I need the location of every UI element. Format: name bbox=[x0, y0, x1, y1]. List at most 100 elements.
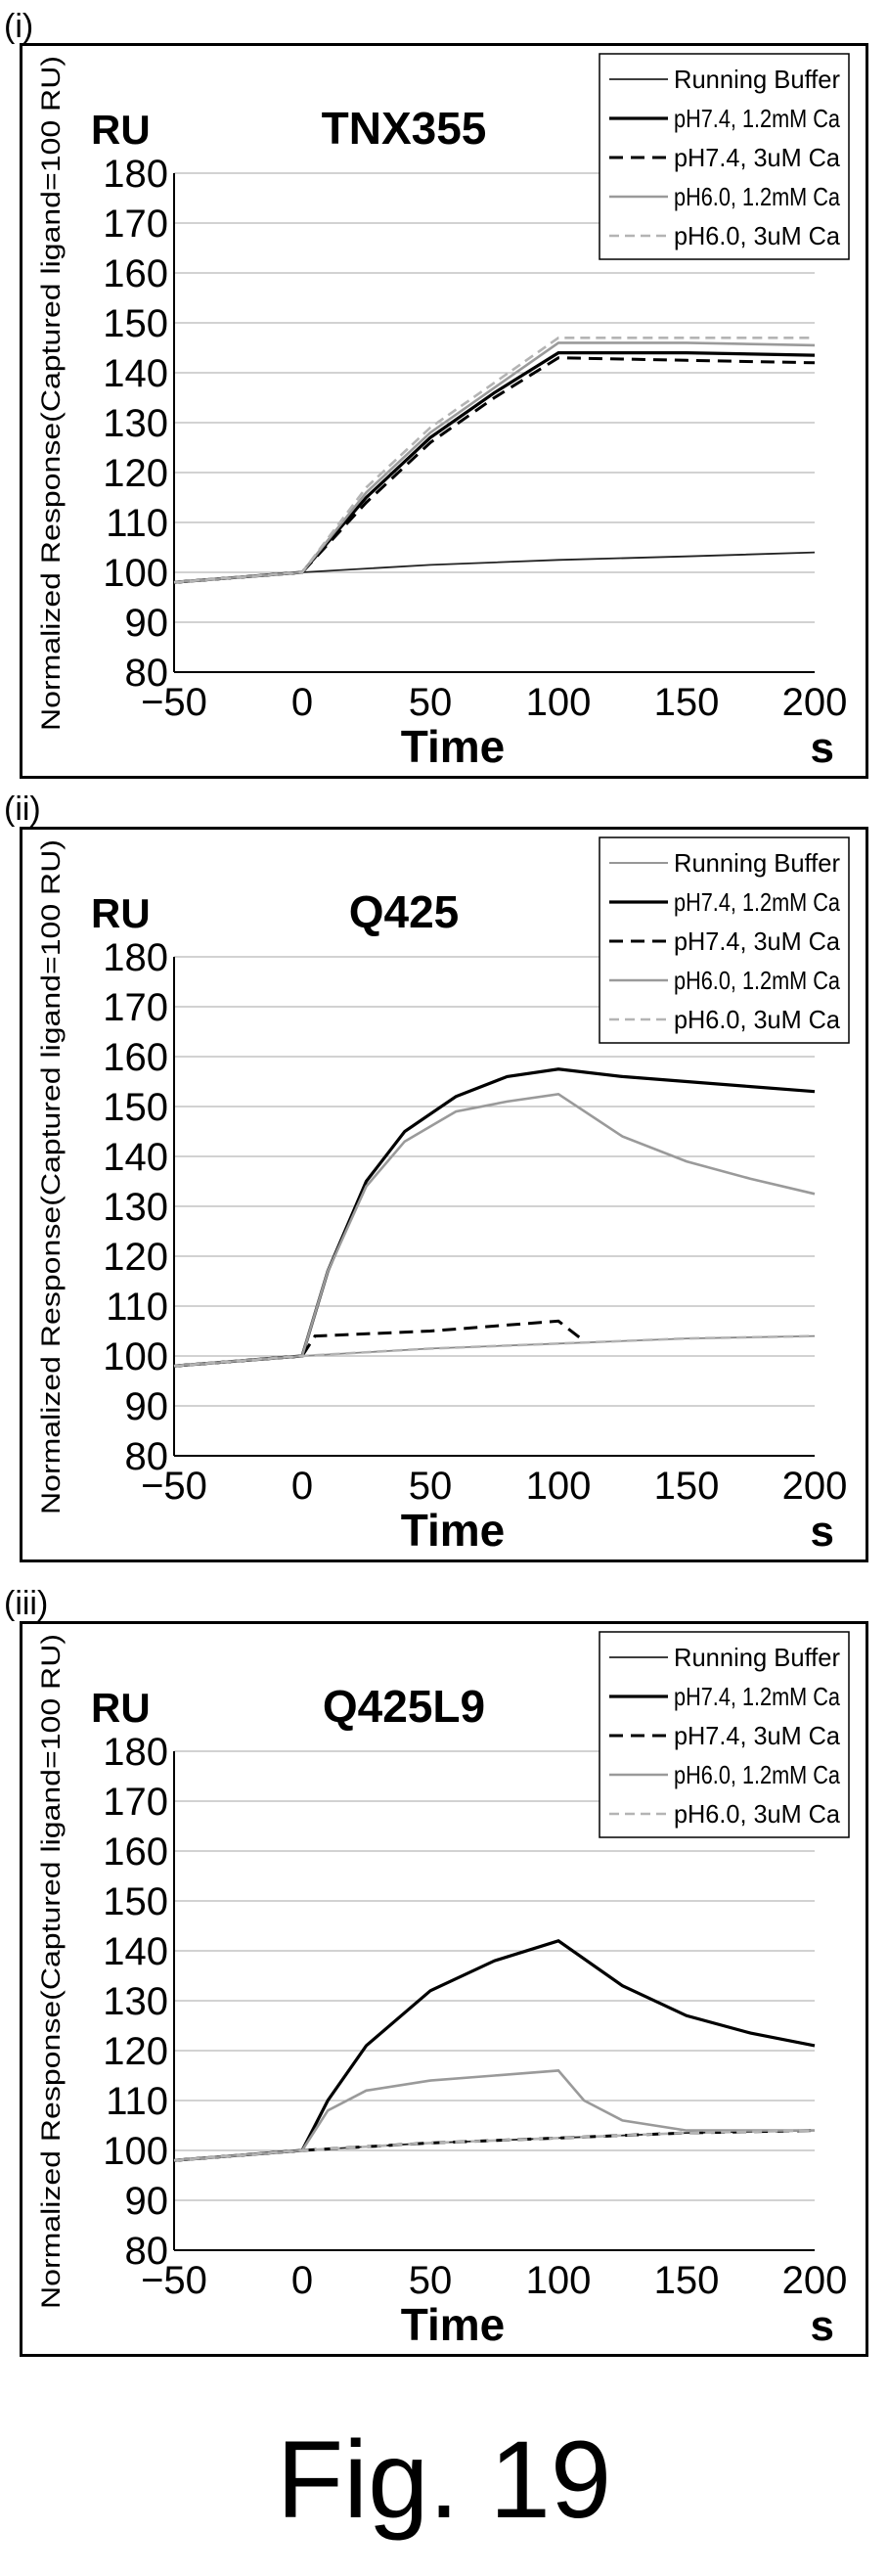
series-line-2 bbox=[173, 1319, 586, 1368]
series-line-4 bbox=[173, 2129, 816, 2162]
y-axis-label: Normalized Response(Captured ligand=100 … bbox=[36, 56, 66, 731]
series-line-0 bbox=[173, 2129, 816, 2162]
unit-label-ru: RU bbox=[91, 1685, 151, 1731]
x-tick-label: 0 bbox=[291, 1465, 313, 1508]
x-tick-label: −50 bbox=[141, 2259, 207, 2302]
y-tick-label: 130 bbox=[103, 402, 168, 445]
legend-box bbox=[599, 836, 850, 1044]
unit-label-ru: RU bbox=[91, 890, 151, 936]
y-tick-label: 100 bbox=[103, 2130, 168, 2173]
y-tick-label: 110 bbox=[106, 1286, 168, 1329]
y-tick-label: 180 bbox=[103, 936, 168, 979]
series-line-1 bbox=[173, 1939, 816, 2162]
y-tick-label: 140 bbox=[103, 352, 168, 395]
series-line-3 bbox=[173, 2069, 815, 2162]
y-tick-label: 170 bbox=[103, 203, 168, 246]
series-line-3 bbox=[173, 1092, 816, 1368]
x-tick-label: 0 bbox=[291, 2259, 313, 2302]
y-tick-label: 160 bbox=[103, 1036, 168, 1079]
chart-title: Q425 bbox=[349, 886, 460, 937]
series-line-0 bbox=[173, 551, 816, 584]
legend-entry-label: pH7.4, 3uM Ca bbox=[674, 143, 841, 172]
x-axis-unit: s bbox=[811, 2302, 834, 2350]
legend-entry-label: pH6.0, 3uM Ca bbox=[674, 1799, 841, 1829]
x-tick-label: 150 bbox=[654, 681, 720, 724]
x-axis-label: Time bbox=[401, 2299, 506, 2350]
y-tick-label: 120 bbox=[103, 1236, 168, 1279]
chart-panel-q425: 80 90 100 110 120 130 140 150 160 170 180 −50 0 50 100… bbox=[20, 827, 868, 1562]
chart-title: TNX355 bbox=[322, 103, 487, 154]
y-tick-label: 150 bbox=[103, 1086, 168, 1129]
series-line-4 bbox=[173, 337, 815, 584]
x-axis-label: Time bbox=[401, 721, 506, 772]
chart-panel-q425l9: 80 90 100 110 120 130 140 150 160 170 180 −50 0 50 100… bbox=[20, 1621, 868, 2357]
x-tick-label: −50 bbox=[141, 1465, 207, 1508]
y-tick-label: 180 bbox=[103, 153, 168, 196]
y-tick-label: 80 bbox=[125, 1435, 169, 1478]
y-tick-label: 170 bbox=[103, 986, 168, 1029]
legend-entry-label: Running Buffer bbox=[674, 65, 840, 94]
legend-entry-label: Running Buffer bbox=[674, 848, 840, 878]
x-tick-label: 200 bbox=[782, 2259, 848, 2302]
panel-label-iii: (iii) bbox=[4, 1585, 49, 1622]
series-line-2 bbox=[173, 2129, 816, 2162]
panel-label-i: (i) bbox=[4, 8, 34, 45]
y-tick-label: 90 bbox=[125, 1385, 169, 1428]
x-axis-label: Time bbox=[401, 1505, 506, 1556]
x-tick-label: 50 bbox=[409, 1465, 453, 1508]
x-tick-label: 50 bbox=[409, 2259, 453, 2302]
x-tick-label: 200 bbox=[782, 681, 848, 724]
x-tick-label: 100 bbox=[526, 1465, 592, 1508]
x-tick-label: 100 bbox=[526, 2259, 592, 2302]
legend-entry-label: pH7.4, 3uM Ca bbox=[674, 1721, 841, 1750]
y-tick-label: 150 bbox=[103, 302, 168, 345]
legend-entry-label: pH7.4, 3uM Ca bbox=[674, 926, 841, 956]
series-line-3 bbox=[173, 341, 816, 584]
series-line-4 bbox=[173, 1334, 816, 1368]
y-tick-label: 140 bbox=[103, 1136, 168, 1179]
x-axis-unit: s bbox=[811, 724, 834, 772]
y-tick-label: 110 bbox=[106, 502, 168, 545]
legend-entry-label: pH7.4, 1.2mM Ca bbox=[674, 1682, 840, 1711]
figure-caption: Fig. 19 bbox=[276, 2418, 612, 2541]
y-tick-label: 80 bbox=[125, 652, 169, 695]
y-tick-label: 130 bbox=[103, 1980, 168, 2023]
y-tick-label: 120 bbox=[103, 452, 168, 495]
y-axis-label: Normalized Response(Captured ligand=100 … bbox=[36, 839, 66, 1514]
y-tick-label: 100 bbox=[103, 552, 168, 595]
legend-entry-label: Running Buffer bbox=[674, 1643, 840, 1672]
y-tick-label: 130 bbox=[103, 1186, 168, 1229]
y-tick-label: 160 bbox=[103, 1830, 168, 1874]
x-tick-label: 150 bbox=[654, 2259, 720, 2302]
legend-entry-label: pH7.4, 1.2mM Ca bbox=[674, 887, 840, 917]
chart-svg-q425l9: 80 90 100 110 120 130 140 150 160 170 180 −50 0 50 100… bbox=[36, 1631, 850, 2350]
chart-panel-tnx355: 80 90 100 110 120 130 140 150 160 170 180 −50 0 50 100… bbox=[20, 43, 868, 779]
x-tick-label: 100 bbox=[526, 681, 592, 724]
x-tick-label: 0 bbox=[291, 681, 313, 724]
y-axis-label: Normalized Response(Captured ligand=100 … bbox=[36, 1634, 66, 2309]
y-tick-label: 90 bbox=[125, 2180, 169, 2223]
series-line-2 bbox=[173, 356, 816, 584]
y-tick-label: 80 bbox=[125, 2230, 169, 2273]
x-tick-label: 50 bbox=[409, 681, 453, 724]
y-tick-label: 170 bbox=[103, 1781, 168, 1824]
y-tick-label: 140 bbox=[103, 1930, 168, 1973]
chart-title: Q425L9 bbox=[323, 1681, 485, 1732]
x-tick-label: −50 bbox=[141, 681, 207, 724]
y-tick-label: 100 bbox=[103, 1335, 168, 1378]
y-tick-label: 180 bbox=[103, 1731, 168, 1774]
y-tick-label: 120 bbox=[103, 2030, 168, 2073]
chart-svg-q425: 80 90 100 110 120 130 140 150 160 170 180 −50 0 50 100… bbox=[36, 836, 850, 1556]
y-tick-label: 110 bbox=[106, 2080, 168, 2123]
legend-entry-label: pH6.0, 1.2mM Ca bbox=[674, 1760, 840, 1789]
legend-entry-label: pH6.0, 1.2mM Ca bbox=[674, 182, 840, 211]
chart-svg-tnx355: 80 90 100 110 120 130 140 150 160 170 180 −50 0 50 100… bbox=[36, 53, 850, 772]
x-axis-unit: s bbox=[811, 1508, 834, 1556]
unit-label-ru: RU bbox=[91, 107, 151, 153]
series-line-0 bbox=[173, 1334, 816, 1368]
y-tick-label: 150 bbox=[103, 1880, 168, 1923]
panel-label-ii: (ii) bbox=[4, 791, 41, 828]
x-tick-label: 200 bbox=[782, 1465, 848, 1508]
y-tick-label: 160 bbox=[103, 252, 168, 295]
x-tick-label: 150 bbox=[654, 1465, 720, 1508]
